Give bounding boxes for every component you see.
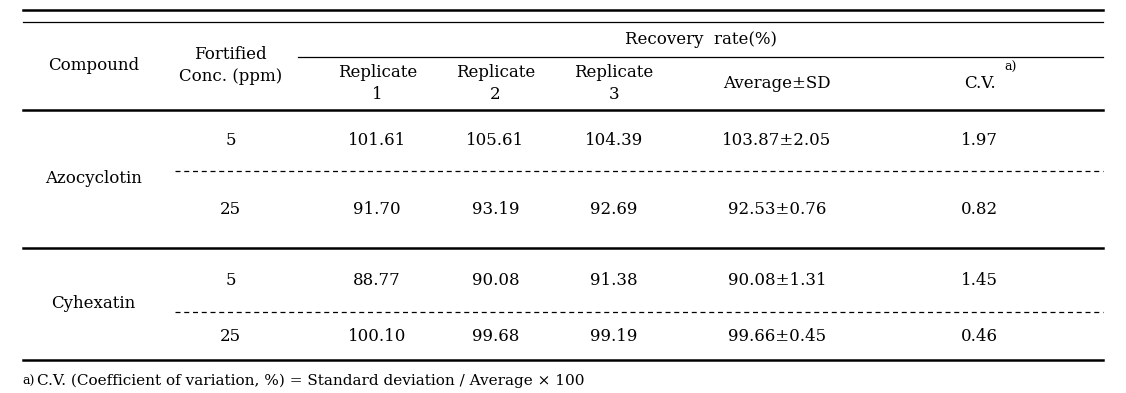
- Text: 0.82: 0.82: [962, 201, 998, 218]
- Text: Replicate
2: Replicate 2: [456, 64, 535, 103]
- Text: 88.77: 88.77: [354, 272, 401, 288]
- Text: 101.61: 101.61: [348, 132, 406, 149]
- Text: 105.61: 105.61: [466, 132, 525, 149]
- Text: C.V.: C.V.: [964, 75, 995, 92]
- Text: Recovery  rate(%): Recovery rate(%): [625, 31, 777, 48]
- Text: 99.19: 99.19: [590, 327, 637, 345]
- Text: 5: 5: [225, 132, 236, 149]
- Text: Fortified
Conc. (ppm): Fortified Conc. (ppm): [179, 46, 283, 85]
- Text: 104.39: 104.39: [584, 132, 643, 149]
- Text: 99.66±0.45: 99.66±0.45: [727, 327, 826, 345]
- Text: 93.19: 93.19: [472, 201, 519, 218]
- Text: 92.53±0.76: 92.53±0.76: [727, 201, 826, 218]
- Text: 0.46: 0.46: [962, 327, 998, 345]
- Text: 25: 25: [221, 201, 241, 218]
- Text: 25: 25: [221, 327, 241, 345]
- Text: 91.38: 91.38: [590, 272, 637, 288]
- Text: 100.10: 100.10: [348, 327, 406, 345]
- Text: 90.08: 90.08: [472, 272, 519, 288]
- Text: Compound: Compound: [48, 57, 138, 74]
- Text: Replicate
3: Replicate 3: [574, 64, 653, 103]
- Text: 1.45: 1.45: [962, 272, 998, 288]
- Text: 92.69: 92.69: [590, 201, 637, 218]
- Text: a): a): [1004, 61, 1017, 74]
- Text: 91.70: 91.70: [354, 201, 401, 218]
- Text: Azocyclotin: Azocyclotin: [45, 170, 142, 187]
- Text: Replicate
1: Replicate 1: [338, 64, 417, 103]
- Text: Average±SD: Average±SD: [723, 75, 831, 92]
- Text: 90.08±1.31: 90.08±1.31: [727, 272, 826, 288]
- Text: 99.68: 99.68: [472, 327, 519, 345]
- Text: C.V. (Coefficient of variation, %) = Standard deviation / Average × 100: C.V. (Coefficient of variation, %) = Sta…: [37, 374, 584, 388]
- Text: 5: 5: [225, 272, 236, 288]
- Text: 103.87±2.05: 103.87±2.05: [722, 132, 832, 149]
- Text: Cyhexatin: Cyhexatin: [52, 295, 135, 312]
- Text: 1.97: 1.97: [962, 132, 998, 149]
- Text: a): a): [23, 375, 35, 388]
